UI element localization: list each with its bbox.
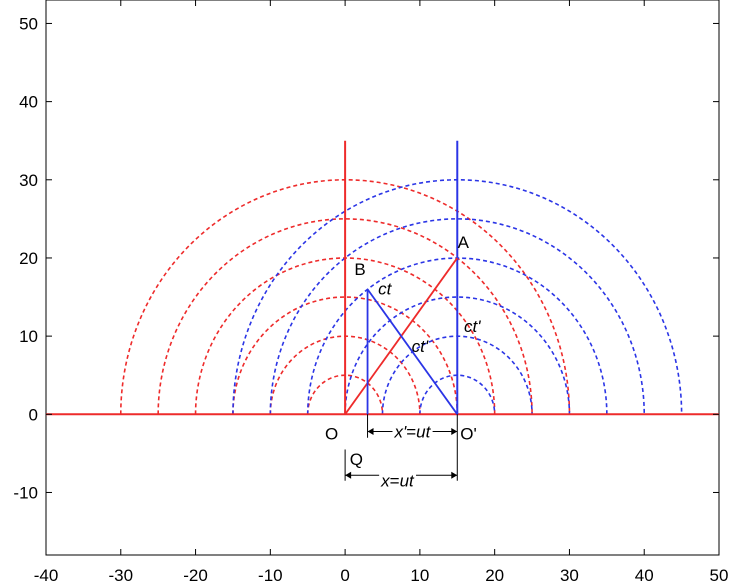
arrowhead-x-prime-left xyxy=(367,427,374,435)
y-tick-label: -10 xyxy=(13,483,38,502)
x-tick-label: 20 xyxy=(485,566,504,585)
y-tick-label: 0 xyxy=(29,405,38,424)
measure-label-1: x=ut xyxy=(380,472,415,491)
red-arc-r15 xyxy=(232,296,459,415)
measure-label-bg-0 xyxy=(392,422,433,442)
x-tick-label: -20 xyxy=(183,566,208,585)
measure-label-bg-1 xyxy=(379,471,417,491)
arrowhead-x-left xyxy=(345,471,352,479)
light-path-2 xyxy=(366,288,459,415)
x-tick-label: 0 xyxy=(340,566,349,585)
plot-area xyxy=(45,0,720,556)
x-tick-label: -30 xyxy=(108,566,133,585)
x-tick-label: -40 xyxy=(34,566,59,585)
point-label-3: O' xyxy=(460,424,476,443)
x-tick-label: 10 xyxy=(410,566,429,585)
point-label-1: B xyxy=(354,260,365,279)
y-tick-label: 30 xyxy=(19,171,38,190)
x-tick-label: 40 xyxy=(635,566,654,585)
segment-label-1: ct' xyxy=(464,317,481,336)
point-label-4: Q xyxy=(350,450,363,469)
x-tick-label: 30 xyxy=(560,566,579,585)
x-tick-label: 50 xyxy=(710,566,729,585)
x-tick-label: -10 xyxy=(258,566,283,585)
measure-label-0: x'=ut xyxy=(393,422,431,441)
annotation-labels: A B O O' Qct ct' ct' x'=ut x=ut xyxy=(325,233,481,491)
blue-arc-r25 xyxy=(269,218,646,415)
axis-ticks: -40 -30 -20 -10 0 10 20 30 40 50 -10 0 10 20 30 40 50 xyxy=(13,0,728,585)
y-tick-label: 40 xyxy=(19,93,38,112)
frame-lines xyxy=(46,140,719,416)
arrowhead-x-prime-right xyxy=(451,427,458,435)
point-label-0: A xyxy=(458,233,470,252)
arrowhead-x-right xyxy=(451,471,458,479)
y-tick-label: 20 xyxy=(19,249,38,268)
segment-label-0: ct xyxy=(378,280,393,299)
red-arc-r25 xyxy=(157,218,533,415)
y-tick-label: 50 xyxy=(19,14,38,33)
y-tick-label: 10 xyxy=(19,327,38,346)
point-label-2: O xyxy=(325,424,338,443)
segment-label-2: ct' xyxy=(412,337,429,356)
